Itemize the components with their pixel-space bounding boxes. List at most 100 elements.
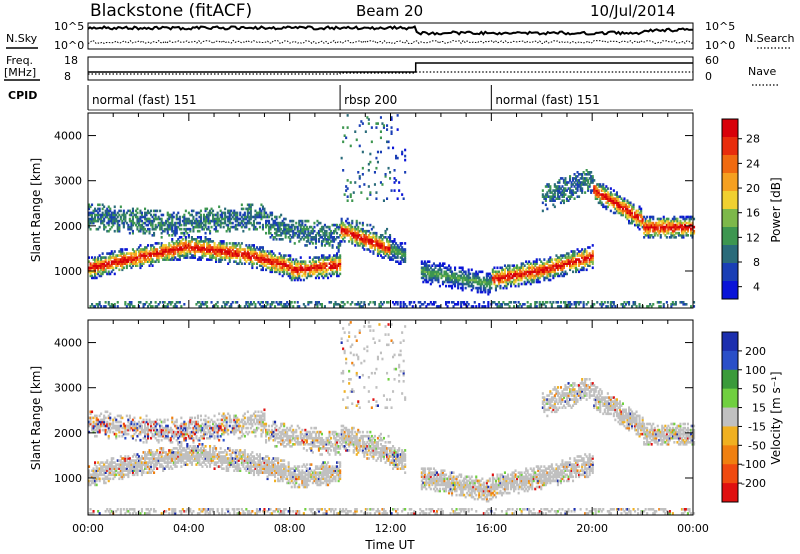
heat-cell: [112, 461, 115, 464]
heat-cell: [435, 264, 438, 267]
heat-cell: [354, 303, 357, 306]
heat-cell: [246, 305, 249, 308]
heat-cell: [425, 280, 428, 284]
heat-cell: [573, 264, 576, 267]
heat-cell: [576, 195, 579, 198]
heat-cell: [249, 303, 252, 306]
heat-cell: [88, 268, 91, 272]
heat-cell: [594, 197, 597, 200]
heat-cell: [333, 264, 336, 267]
heat-cell: [334, 262, 337, 265]
heat-cell: [134, 256, 137, 259]
heat-cell: [618, 209, 621, 213]
heat-cell: [534, 274, 537, 278]
heat-cell: [153, 252, 156, 255]
heat-cell: [534, 303, 537, 306]
heat-cell: [605, 201, 608, 205]
heat-cell: [677, 231, 680, 235]
heat-cell: [662, 231, 665, 235]
heat-cell: [381, 238, 384, 241]
heat-cell: [169, 225, 172, 229]
heat-cell: [330, 240, 333, 243]
heat-cell: [679, 234, 682, 237]
heat-cell: [186, 246, 189, 249]
heat-cell: [313, 272, 316, 276]
heat-cell: [352, 236, 355, 239]
heat-cell: [168, 256, 171, 259]
heat-cell: [537, 280, 540, 284]
heat-cell: [165, 254, 168, 257]
heat-cell: [266, 215, 269, 219]
heat-cell: [656, 229, 659, 233]
heat-cell: [128, 219, 131, 223]
heat-cell: [631, 217, 634, 221]
heat-cell: [575, 183, 578, 186]
heat-cell: [121, 250, 124, 253]
heat-cell: [148, 264, 151, 267]
heat-cell: [88, 223, 91, 227]
heat-cell: [150, 209, 153, 213]
heat-cell: [559, 272, 562, 276]
heat-cell: [299, 223, 302, 227]
heat-cell: [398, 246, 401, 249]
heat-cell: [373, 248, 376, 251]
nave-tick-top: 60: [705, 54, 719, 67]
heat-cell: [549, 197, 552, 200]
heat-cell: [233, 246, 236, 249]
heat-cell: [395, 248, 398, 251]
heat-cell: [612, 303, 615, 306]
heat-cell: [97, 430, 100, 434]
heat-cell: [130, 260, 133, 263]
heat-cell: [91, 211, 94, 215]
heat-cell: [183, 250, 186, 253]
heat-cell: [544, 199, 547, 202]
heat-cell: [116, 215, 119, 219]
heat-cell: [591, 189, 594, 192]
heat-cell: [638, 227, 641, 231]
heat-cell: [196, 248, 199, 251]
heat-cell: [210, 246, 213, 249]
heat-cell: [508, 280, 511, 284]
heat-cell: [451, 274, 454, 278]
heat-cell: [225, 229, 228, 233]
heat-cell: [196, 223, 199, 227]
heat-cell: [207, 215, 210, 219]
heat-cell: [275, 262, 278, 265]
heat-cell: [110, 264, 113, 267]
heat-cell: [292, 266, 295, 270]
heat-cell: [479, 288, 482, 292]
heat-cell: [621, 199, 624, 202]
heat-cell: [349, 223, 352, 227]
heat-cell: [98, 426, 101, 430]
heat-cell: [215, 217, 218, 221]
heat-cell: [454, 278, 457, 282]
heat-cell: [112, 221, 115, 225]
heat-cell: [206, 301, 209, 304]
heat-cell: [98, 303, 101, 306]
heat-cell: [535, 274, 538, 278]
heat-cell: [190, 223, 193, 227]
heat-cell: [426, 270, 429, 274]
heat-cell: [319, 234, 322, 237]
heat-cell: [116, 301, 119, 304]
heat-cell: [281, 270, 284, 274]
heat-cell: [348, 240, 351, 243]
heat-cell: [621, 213, 624, 217]
heat-cell: [561, 185, 564, 188]
heat-cell: [257, 258, 260, 261]
heat-cell: [134, 258, 137, 261]
heat-cell: [621, 207, 624, 211]
heat-cell: [112, 465, 115, 468]
heat-cell: [137, 217, 140, 221]
heat-cell: [343, 225, 346, 229]
heat-cell: [202, 217, 205, 221]
heat-cell: [199, 213, 202, 217]
heat-cell: [547, 185, 550, 188]
heat-cell: [446, 301, 449, 304]
heat-cell: [481, 305, 484, 308]
heat-cell: [336, 266, 339, 270]
heat-cell: [212, 305, 215, 308]
heat-cell: [547, 195, 550, 198]
heat-cell: [375, 244, 378, 247]
heat-cell: [193, 252, 196, 255]
